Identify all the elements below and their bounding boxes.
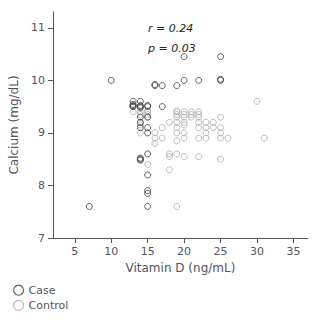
svg-text:25: 25 (214, 245, 228, 258)
svg-text:5: 5 (71, 245, 78, 258)
svg-text:35: 35 (286, 245, 300, 258)
svg-text:Vitamin D (ng/mL): Vitamin D (ng/mL) (126, 261, 236, 275)
svg-text:r = 0.24: r = 0.24 (148, 22, 193, 35)
svg-text:10: 10 (104, 245, 118, 258)
svg-text:15: 15 (141, 245, 155, 258)
svg-text:p = 0.03: p = 0.03 (147, 42, 196, 55)
svg-text:20: 20 (177, 245, 191, 258)
svg-text:9: 9 (38, 126, 45, 139)
svg-text:30: 30 (250, 245, 264, 258)
svg-text:11: 11 (31, 21, 45, 34)
svg-text:10: 10 (31, 74, 45, 87)
svg-text:Control: Control (29, 299, 69, 312)
svg-text:Calcium (mg/dL): Calcium (mg/dL) (7, 75, 21, 174)
svg-text:Case: Case (29, 284, 56, 297)
svg-text:8: 8 (38, 179, 45, 192)
svg-text:7: 7 (38, 232, 45, 245)
